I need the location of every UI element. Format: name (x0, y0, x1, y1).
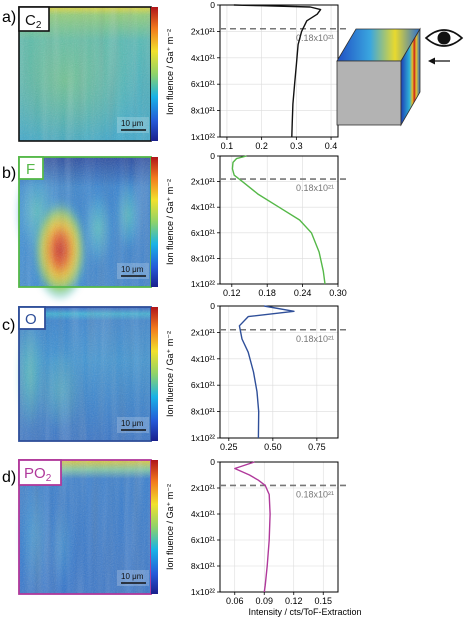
eye-icon (424, 29, 464, 47)
x-tick-label: 0.06 (226, 596, 244, 606)
y-tick-label: 8x10²¹ (191, 253, 215, 263)
colorbar (151, 7, 158, 141)
panel-a: a) C2 10 μm Ion fluence / Ga⁺ m⁻² 0 2x10²… (2, 0, 346, 151)
x-tick-label: 0.3 (290, 141, 303, 151)
y-tick-label: 2x10²¹ (191, 483, 215, 493)
chart-c: 0 2x10²¹ 4x10²¹ 6x10²¹ 8x10²¹ 1x10²² 0.25 0.50 0… (191, 301, 346, 452)
y-tick-label: 2x10²¹ (191, 327, 215, 337)
species-label: PO2 (24, 465, 52, 484)
cube-front-face (336, 60, 402, 126)
svg-text:10 μm: 10 μm (121, 572, 144, 581)
x-tick-label: 0.25 (220, 442, 238, 452)
cube-schematic (336, 27, 464, 127)
scale-bar: 10 μm (117, 263, 149, 279)
chart-d: 0 2x10²¹ 4x10²¹ 6x10²¹ 8x10²¹ 1x10²² 0.06 0.09 0… (191, 457, 346, 606)
plot-frame (219, 155, 339, 285)
y-tick-label: 6x10²¹ (191, 228, 215, 238)
colorbar (151, 157, 158, 287)
scale-bar: 10 μm (117, 117, 149, 133)
scale-bar: 10 μm (117, 417, 149, 433)
map-f (15, 156, 152, 302)
y-axis-label: Ion fluence / Ga⁺ m⁻² (165, 29, 175, 115)
svg-text:10 μm: 10 μm (121, 265, 144, 274)
y-tick-label: 4x10²¹ (191, 202, 215, 212)
y-tick-label: 6x10²¹ (191, 535, 215, 545)
panel-letter: c) (2, 317, 15, 334)
y-tick-label: 0 (210, 457, 215, 467)
map-po2 (18, 459, 152, 595)
y-tick-label: 0 (210, 0, 215, 10)
y-tick-label: 1x10²² (191, 132, 215, 142)
threshold-label: 0.18x10²¹ (296, 334, 334, 344)
x-tick-label: 0.12 (285, 596, 303, 606)
panel-letter: d) (2, 469, 16, 486)
species-label: C2 (25, 12, 42, 31)
panel-c: c) O 10 μm Ion fluence / Ga⁺ m⁻² 0 2x10²¹… (2, 301, 346, 452)
x-tick-label: 0.18 (258, 288, 276, 298)
x-tick-label: 0.75 (308, 442, 326, 452)
y-tick-label: 1x10²² (191, 433, 215, 443)
species-label-box (18, 156, 44, 180)
y-tick-label: 4x10²¹ (191, 53, 215, 63)
species-label-box (18, 459, 62, 486)
y-tick-label: 1x10²² (191, 587, 215, 597)
x-tick-label: 0.30 (329, 288, 347, 298)
y-tick-label: 8x10²¹ (191, 106, 215, 116)
y-tick-label: 8x10²¹ (191, 561, 215, 571)
y-axis-label: Ion fluence / Ga⁺ m⁻² (165, 179, 175, 265)
species-label: O (25, 311, 37, 328)
y-axis-label: Ion fluence / Ga⁺ m⁻² (165, 484, 175, 570)
y-tick-label: 0 (210, 301, 215, 311)
colorbar (151, 460, 158, 594)
y-axis-label: Ion fluence / Ga⁺ m⁻² (165, 331, 175, 417)
y-tick-label: 2x10²¹ (191, 177, 215, 187)
chart-b: 0 2x10²¹ 4x10²¹ 6x10²¹ 8x10²¹ 1x10²² 0.12 0.18 0… (191, 151, 347, 298)
series-line-PO2 (234, 461, 271, 593)
cube-side-face (400, 27, 421, 127)
plot-frame (219, 461, 339, 593)
panel-letter: a) (2, 9, 16, 26)
y-tick-label: 2x10²¹ (191, 26, 215, 36)
colorbar (151, 307, 158, 441)
y-tick-label: 6x10²¹ (191, 79, 215, 89)
y-tick-label: 6x10²¹ (191, 380, 215, 390)
y-tick-label: 8x10²¹ (191, 407, 215, 417)
species-label-box (18, 6, 50, 32)
x-tick-label: 0.2 (255, 141, 268, 151)
plot-frame (219, 305, 339, 439)
x-tick-label: 0.1 (221, 141, 234, 151)
y-tick-label: 4x10²¹ (191, 354, 215, 364)
threshold-label: 0.18x10²¹ (296, 33, 334, 43)
svg-text:10 μm: 10 μm (121, 119, 144, 128)
series-line-O (238, 305, 295, 439)
arrow-left-icon (428, 57, 450, 65)
threshold-label: 0.18x10²¹ (296, 489, 334, 499)
panel-d: d) PO2 10 μm Ion fluence / Ga⁺ m⁻² 0 2x10… (2, 457, 346, 606)
x-tick-label: 0.50 (264, 442, 282, 452)
panel-b: b) F 10 μm Ion fluence / Ga⁺ m⁻² 0 2x10²¹… (2, 151, 347, 302)
threshold-label: 0.18x10²¹ (296, 183, 334, 193)
x-tick-label: 0.4 (325, 141, 338, 151)
y-tick-label: 1x10²² (191, 279, 215, 289)
x-axis-label: Intensity / cts/ToF-Extraction (248, 607, 361, 617)
series-line-F (231, 155, 326, 285)
y-tick-label: 4x10²¹ (191, 509, 215, 519)
plot-frame (219, 4, 339, 138)
x-tick-label: 0.09 (255, 596, 273, 606)
scale-bar: 10 μm (117, 570, 149, 586)
species-label-box (18, 306, 46, 330)
panel-letter: b) (2, 165, 16, 182)
series-line-C2 (233, 4, 322, 138)
chart-a: 0 2x10²¹ 4x10²¹ 6x10²¹ 8x10²¹ 1x10²² 0.1 0.2 0.3… (191, 0, 346, 151)
svg-text:10 μm: 10 μm (121, 419, 144, 428)
x-tick-label: 0.24 (294, 288, 312, 298)
species-label: F (26, 161, 35, 178)
x-tick-label: 0.15 (314, 596, 332, 606)
x-tick-label: 0.12 (223, 288, 241, 298)
y-tick-label: 0 (210, 151, 215, 161)
